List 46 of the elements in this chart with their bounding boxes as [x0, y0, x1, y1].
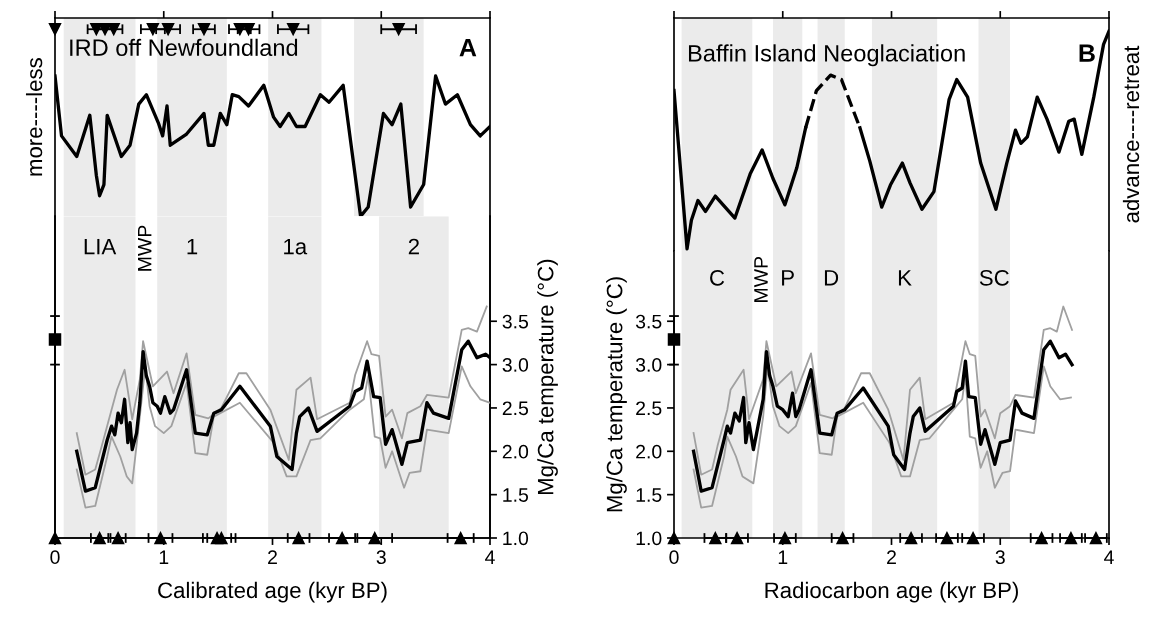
x-tick-label: 4 [485, 550, 495, 564]
y-axis-title: Mg/Ca temperature (°C) [606, 277, 627, 512]
x-tick-label: 3 [376, 550, 386, 565]
y-tick-label: 2.0 [636, 444, 662, 459]
x-tick-label: 2 [268, 550, 277, 564]
x-axis-title: Radiocarbon age (kyr BP) [765, 581, 1018, 603]
y-tick-label: 2.5 [636, 401, 662, 416]
y2-axis-title: Mg/Ca temperature (°C) [537, 259, 558, 495]
y-tick-label: 3.5 [635, 314, 662, 329]
x-tick-label: 0 [50, 550, 60, 565]
chart-title: IRD off Newfoundland [70, 38, 298, 57]
y2-axis-title: advance----retreat [1122, 45, 1140, 223]
y2-tick-label: 3.0 [502, 358, 529, 372]
y2-tick-label: 2.0 [502, 444, 529, 459]
text: Baffin Island Neoglaciation [688, 44, 965, 67]
band-label: 1 [187, 238, 198, 255]
x-axis-title: Calibrated age (kyr BP) [158, 581, 387, 603]
band-label: 2 [408, 238, 419, 255]
band-label: SC [979, 269, 1009, 286]
line-series [75, 365, 490, 509]
y2-tick-label: 3.5 [502, 314, 529, 329]
band-label: P [782, 270, 794, 286]
band-label: LIA [84, 238, 117, 255]
annotation: MWP [754, 256, 768, 302]
x-tick-label: 0 [669, 550, 679, 565]
y-tick-label: 1.5 [636, 488, 662, 502]
x-tick-label: 1 [159, 550, 169, 564]
line-series [75, 305, 488, 476]
line-series [691, 339, 1074, 493]
x-tick-label: 2 [887, 550, 896, 564]
x-tick-label: 1 [778, 550, 788, 564]
y-tick-label: 3.0 [635, 358, 662, 372]
y2-tick-label: 2.5 [502, 401, 529, 416]
x-tick-label: 3 [995, 550, 1005, 565]
band-label: C [710, 269, 725, 286]
x-tick-label: 4 [1104, 550, 1114, 564]
y2-tick-label: 1.5 [503, 488, 529, 502]
y-axis-title: more----less [25, 58, 43, 176]
band-label: K [898, 270, 912, 286]
annotation: MWP [138, 225, 152, 271]
chart-subtitle: A [459, 39, 477, 57]
y-tick-label: 1.0 [636, 531, 662, 546]
band-label: 1a [284, 238, 308, 255]
band-label: D [824, 270, 839, 286]
chart-subtitle: B [1079, 44, 1095, 62]
y2-tick-label: 1.0 [503, 531, 529, 546]
